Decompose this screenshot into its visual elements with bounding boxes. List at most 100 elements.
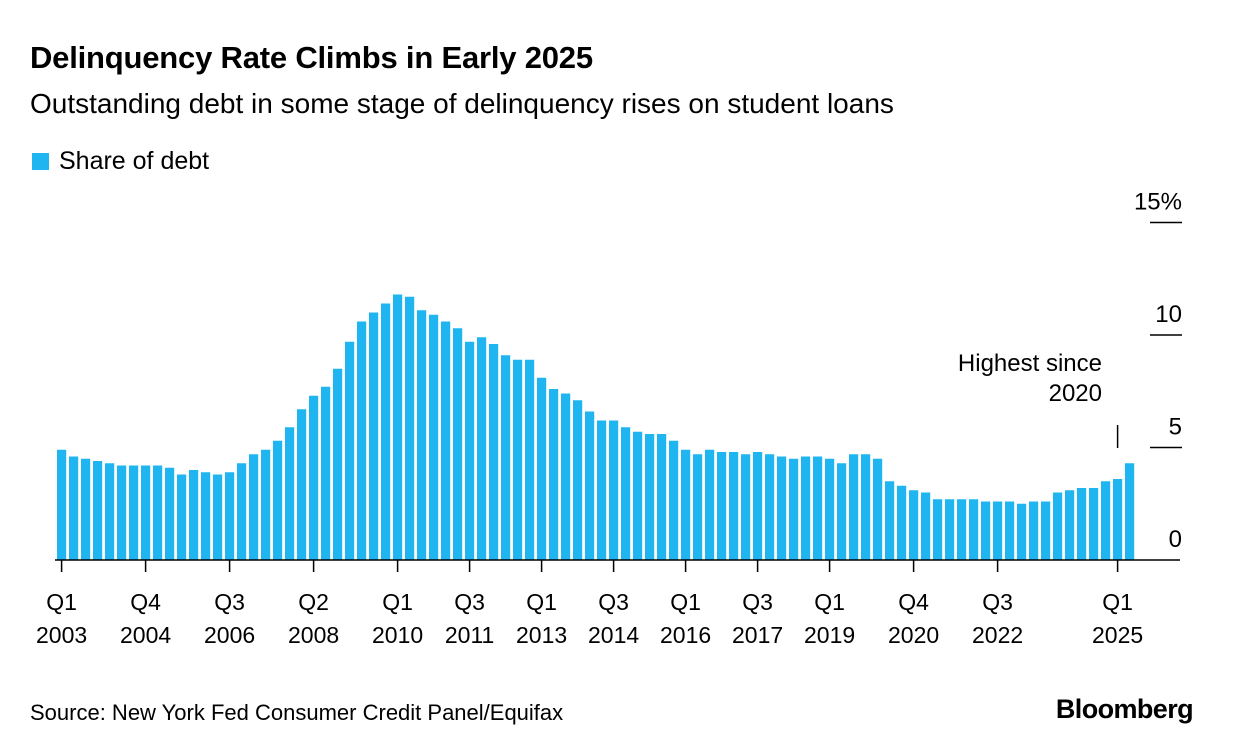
chart-subtitle: Outstanding debt in some stage of delinq… <box>30 88 894 119</box>
bar-58 <box>753 452 763 560</box>
bar-42 <box>561 393 571 560</box>
bar-57 <box>741 454 751 560</box>
bar-26 <box>369 312 379 560</box>
x-tick-year-8: 2016 <box>660 622 711 648</box>
bar-38 <box>513 359 523 560</box>
bar-18 <box>273 440 283 560</box>
legend: Share of debt <box>32 147 209 176</box>
x-tick-quarter-1: Q4 <box>130 589 161 615</box>
x-tick-quarter-7: Q3 <box>598 589 629 615</box>
x-tick-quarter-0: Q1 <box>46 589 77 615</box>
bar-76 <box>969 499 979 560</box>
bar-64 <box>825 458 835 560</box>
bar-31 <box>429 314 439 560</box>
bar-17 <box>261 449 271 560</box>
source-note: Source: New York Fed Consumer Credit Pan… <box>30 700 564 725</box>
bar-2 <box>81 458 91 560</box>
bar-48 <box>633 431 643 560</box>
x-tick-quarter-12: Q3 <box>982 589 1013 615</box>
y-tick-label-2: 5 <box>1169 414 1182 441</box>
bar-12 <box>201 472 211 560</box>
bar-88 <box>1113 479 1123 560</box>
y-tick-label-1: 10 <box>1155 301 1182 328</box>
x-tick-quarter-2: Q3 <box>214 589 245 615</box>
x-tick-year-0: 2003 <box>36 622 87 648</box>
bar-13 <box>213 474 223 560</box>
bar-80 <box>1017 503 1027 560</box>
bar-34 <box>465 341 475 560</box>
annotation-line-1: Highest since <box>958 350 1102 377</box>
bar-25 <box>357 321 367 560</box>
bar-22 <box>321 386 331 560</box>
bar-3 <box>93 461 103 560</box>
bar-69 <box>885 481 895 560</box>
annotation: Highest since 2020 <box>958 350 1119 448</box>
x-tick-year-11: 2020 <box>888 622 939 648</box>
x-tick-quarter-6: Q1 <box>526 589 557 615</box>
bar-49 <box>645 434 655 560</box>
bar-66 <box>849 454 859 560</box>
bar-27 <box>381 303 391 560</box>
bar-9 <box>165 467 175 560</box>
bar-73 <box>933 499 943 560</box>
bar-28 <box>393 294 403 560</box>
bar-78 <box>993 501 1003 560</box>
bar-14 <box>225 472 235 560</box>
x-tick-year-12: 2022 <box>972 622 1023 648</box>
bar-37 <box>501 355 511 560</box>
x-tick-year-4: 2010 <box>372 622 423 648</box>
bar-15 <box>237 463 247 560</box>
bar-70 <box>897 485 907 560</box>
x-tick-quarter-8: Q1 <box>670 589 701 615</box>
bar-77 <box>981 501 991 560</box>
chart-title: Delinquency Rate Climbs in Early 2025 <box>30 40 593 75</box>
x-tick-year-6: 2013 <box>516 622 567 648</box>
bar-65 <box>837 463 847 560</box>
bar-29 <box>405 296 415 560</box>
bar-8 <box>153 465 163 560</box>
x-tick-year-9: 2017 <box>732 622 783 648</box>
x-tick-year-13: 2025 <box>1092 622 1143 648</box>
bar-67 <box>861 454 871 560</box>
bar-44 <box>585 411 595 560</box>
bar-79 <box>1005 501 1015 560</box>
bar-61 <box>789 458 799 560</box>
bar-20 <box>297 409 307 560</box>
bar-6 <box>129 465 139 560</box>
bar-71 <box>909 490 919 560</box>
bar-40 <box>537 377 547 560</box>
x-tick-quarter-11: Q4 <box>898 589 929 615</box>
bar-84 <box>1065 490 1075 560</box>
bar-41 <box>549 389 559 560</box>
x-tick-year-3: 2008 <box>288 622 339 648</box>
bar-82 <box>1041 501 1051 560</box>
bar-53 <box>693 454 703 560</box>
bar-24 <box>345 341 355 560</box>
x-tick-quarter-3: Q2 <box>298 589 329 615</box>
bar-11 <box>189 470 199 560</box>
bar-46 <box>609 420 619 560</box>
bar-45 <box>597 420 607 560</box>
bar-68 <box>873 458 883 560</box>
bar-43 <box>573 400 583 560</box>
y-tick-label-3: 0 <box>1169 526 1182 553</box>
bar-32 <box>441 321 451 560</box>
bar-52 <box>681 449 691 560</box>
bar-1 <box>69 456 79 560</box>
bar-72 <box>921 492 931 560</box>
bar-39 <box>525 359 535 560</box>
x-tick-year-1: 2004 <box>120 622 171 648</box>
bar-4 <box>105 463 115 560</box>
bar-74 <box>945 499 955 560</box>
bar-19 <box>285 427 295 560</box>
bar-47 <box>621 427 631 560</box>
x-tick-quarter-13: Q1 <box>1102 589 1133 615</box>
bar-83 <box>1053 492 1063 560</box>
bar-54 <box>705 449 715 560</box>
x-tick-year-7: 2014 <box>588 622 639 648</box>
bar-62 <box>801 456 811 560</box>
annotation-line-2: 2020 <box>1049 380 1102 407</box>
x-tick-quarter-10: Q1 <box>814 589 845 615</box>
bar-85 <box>1077 488 1087 560</box>
